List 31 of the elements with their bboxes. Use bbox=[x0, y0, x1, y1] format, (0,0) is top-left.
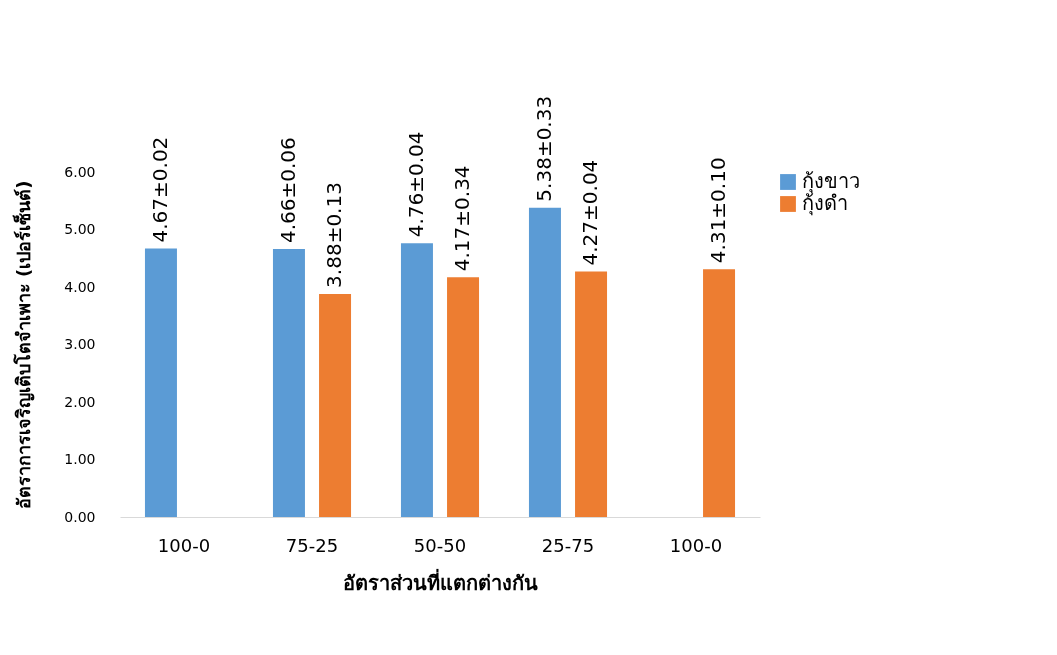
data-label: 4.31±0.10 bbox=[706, 157, 731, 264]
data-label: 3.88±0.13 bbox=[322, 182, 347, 288]
bar bbox=[575, 271, 608, 517]
y-tick-label: 1.00 bbox=[64, 451, 96, 467]
x-tick-label: 50-50 bbox=[413, 534, 467, 556]
data-label: 4.66±0.06 bbox=[275, 137, 300, 244]
bar bbox=[447, 277, 480, 517]
y-tick-label: 2.00 bbox=[64, 393, 96, 410]
y-tick-label: 3.00 bbox=[64, 336, 96, 352]
data-label: 4.67±0.02 bbox=[147, 136, 172, 243]
y-tick-label: 6.00 bbox=[64, 163, 96, 180]
y-tick-label: 5.00 bbox=[64, 221, 96, 237]
bar bbox=[144, 248, 177, 517]
x-axis-title: อัตราส่วนที่แตกต่างกัน bbox=[343, 567, 538, 595]
bar bbox=[703, 269, 736, 517]
bar bbox=[319, 293, 352, 517]
data-label: 4.27±0.04 bbox=[578, 159, 603, 266]
y-axis-title: อัตราการเจริญเติบโตจำเพาะ (เปอร์เซ็นต์) bbox=[12, 180, 36, 510]
x-tick-label: 100-0 bbox=[157, 534, 211, 556]
data-label: 5.38±0.33 bbox=[531, 95, 556, 202]
data-label: 4.17±0.34 bbox=[450, 165, 475, 272]
x-tick-label: 100-0 bbox=[669, 534, 723, 556]
legend-label: กุ้งขาว bbox=[802, 169, 860, 194]
y-tick-label: 4.00 bbox=[64, 278, 96, 295]
bar bbox=[400, 243, 433, 517]
bar bbox=[528, 207, 561, 517]
y-tick-label: 0.00 bbox=[64, 508, 96, 525]
x-tick-label: 75-25 bbox=[285, 534, 339, 556]
x-tick-label: 25-75 bbox=[541, 534, 595, 556]
data-label: 4.76±0.04 bbox=[403, 131, 428, 238]
bar bbox=[272, 249, 305, 517]
